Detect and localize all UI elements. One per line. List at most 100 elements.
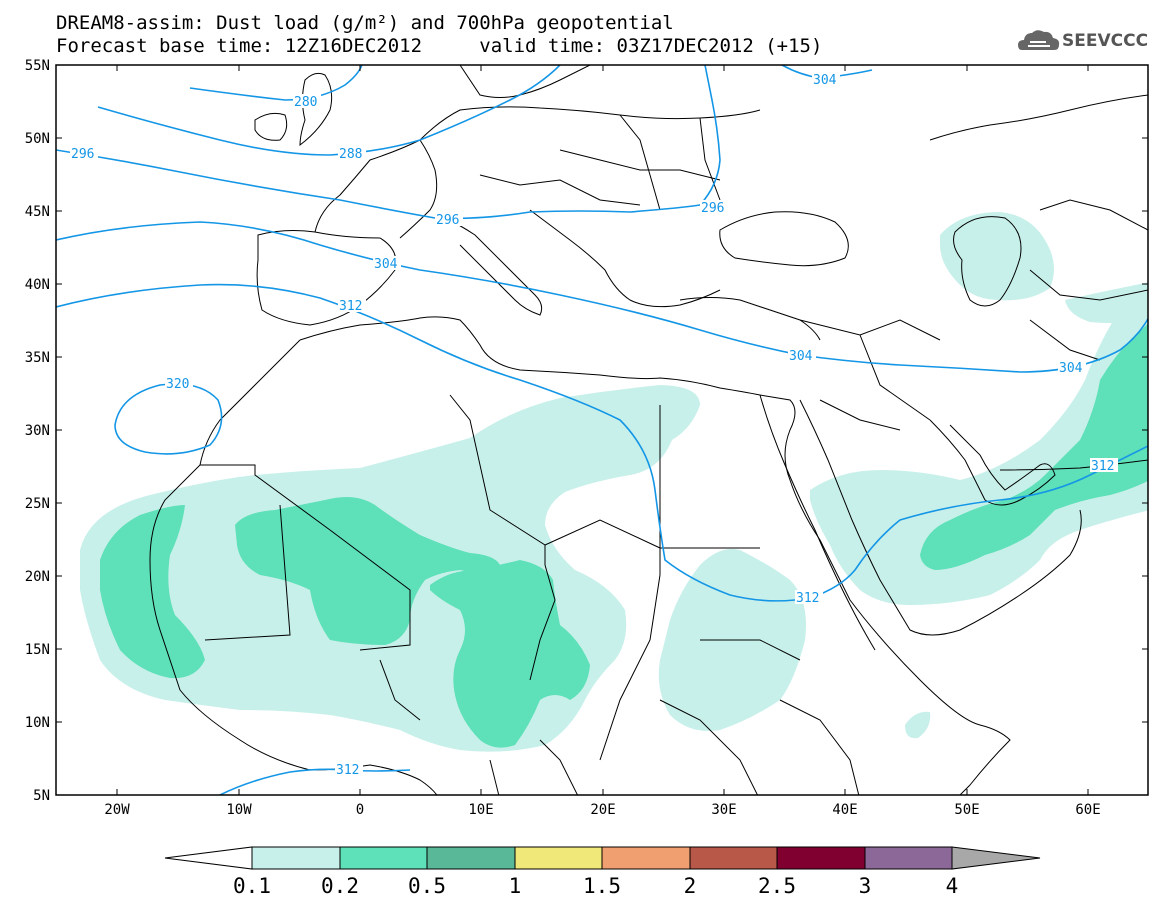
contour-label: 312 (339, 299, 362, 314)
lon-label: 10E (468, 802, 493, 818)
turkey-coast (679, 297, 821, 341)
latitude-labels: 55N 50N 45N 40N 35N 30N 25N 20N 15N 10N … (25, 58, 50, 804)
black-sea (719, 211, 849, 267)
contour-label: 304 (813, 73, 837, 88)
lon-label: 50E (954, 802, 979, 818)
colorbar-tick: 1.5 (583, 874, 621, 898)
north-europe-coast (419, 106, 761, 141)
dust-shading-medium (100, 323, 1148, 748)
border-line (204, 504, 291, 641)
colorbar-tick: 0.2 (321, 874, 359, 898)
border-line (489, 759, 500, 795)
border-line (799, 319, 941, 341)
lon-label: 20E (590, 802, 615, 818)
contour-label: 288 (339, 147, 362, 162)
lat-label: 55N (25, 58, 50, 74)
border-line (1039, 199, 1148, 231)
colorbar-under-arrow (164, 846, 253, 870)
asia-north (929, 94, 1148, 141)
border-line (529, 564, 556, 681)
caspian-sea (953, 216, 1022, 307)
arabia-coast (799, 399, 1082, 636)
colorbar-tick: 0.5 (408, 874, 446, 898)
longitude-labels: 20W 10W 0 10E 20E 30E 40E 50E 60E (104, 802, 1100, 818)
dust-area-caspian (940, 212, 1054, 301)
colorbar-tick: 0.1 (233, 874, 271, 898)
lat-label: 50N (25, 131, 50, 147)
colorbar-tick: 2.5 (758, 874, 796, 898)
colorbar-bin (426, 846, 516, 870)
border-line (479, 174, 641, 206)
border-line (200, 464, 331, 531)
red-sea-west (759, 394, 876, 651)
colorbar-tick: 3 (859, 874, 872, 898)
border-line (449, 394, 546, 565)
ireland-coast (254, 112, 288, 141)
iran-coast (999, 459, 1148, 471)
contour-320 (114, 383, 223, 455)
colorbar-over-arrow (951, 846, 1041, 870)
lat-label: 5N (33, 788, 50, 804)
border-line (1029, 319, 1101, 361)
dust-area-small (905, 711, 931, 739)
lat-label: 40N (25, 277, 50, 293)
contour-label: 304 (1059, 361, 1083, 376)
map-title: DREAM8-assim: Dust load (g/m²) and 700hP… (56, 12, 674, 34)
contour-label: 304 (789, 349, 813, 364)
balkans-coast (529, 209, 721, 308)
colorbar-bin (601, 846, 691, 870)
logo-text: SEEVCCC (1062, 31, 1149, 51)
lon-label: 10W (226, 802, 252, 818)
dust-core-westafrica (100, 505, 205, 679)
contour-label: 296 (71, 147, 94, 162)
contour-312-south (219, 768, 411, 795)
contour-label: 296 (436, 213, 459, 228)
border-line (700, 639, 801, 661)
lat-label: 10N (25, 715, 50, 731)
lon-label: 60E (1075, 802, 1100, 818)
contour-label: 304 (374, 257, 398, 272)
colorbar-bin (864, 846, 953, 870)
africa-westcoast (149, 339, 438, 795)
dust-area-persian-gulf-north (1065, 282, 1148, 324)
contour-label: 320 (166, 377, 189, 392)
lat-label: 35N (25, 350, 50, 366)
lon-label: 20W (104, 802, 130, 818)
contour-304 (56, 221, 1148, 373)
coastlines-borders (149, 65, 1148, 795)
lat-label: 15N (25, 642, 50, 658)
italy-coast (439, 214, 543, 316)
forecast-times: Forecast base time: 12Z16DEC2012 valid t… (56, 36, 822, 56)
border-line (544, 519, 661, 575)
border-line (379, 659, 421, 721)
colorbar: 0.1 0.2 0.5 1 1.5 2 2.5 3 4 (164, 846, 1041, 898)
colorbar-bin (776, 846, 866, 870)
lat-label: 25N (25, 496, 50, 512)
border-line (819, 399, 901, 431)
contour-label: 312 (1091, 459, 1114, 474)
contour-label: 280 (294, 95, 317, 110)
border-line (619, 114, 661, 211)
lon-label: 30E (711, 802, 736, 818)
lat-label: 30N (25, 423, 50, 439)
axis-ticks (56, 65, 1148, 795)
dust-area-arabia (810, 300, 1148, 605)
border-line (539, 739, 579, 795)
border-line (329, 529, 411, 651)
colorbar-bin (689, 846, 778, 870)
border-line (659, 699, 759, 795)
contour-296-a (56, 149, 701, 220)
contour-296-b (699, 65, 721, 206)
contour-label: 312 (796, 591, 819, 606)
cloud-logo-icon (1018, 30, 1060, 50)
border-line (599, 574, 661, 761)
colorbar-tick: 4 (946, 874, 959, 898)
uk-coast (299, 72, 333, 147)
colorbar-ticks: 0.1 0.2 0.5 1 1.5 2 2.5 3 4 (233, 874, 958, 898)
border-line (1029, 269, 1148, 301)
colorbar-bin (514, 846, 603, 870)
contour-312 (56, 283, 1148, 602)
border-line (779, 699, 860, 795)
africa-coastline (299, 316, 1011, 795)
